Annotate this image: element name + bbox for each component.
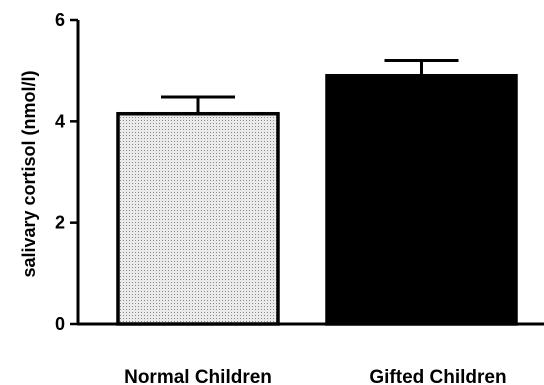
y-tick-label: 2	[55, 213, 65, 233]
bar-normal-children	[116, 111, 280, 326]
y-tick-label: 4	[55, 111, 65, 131]
category-labels: Normal Children Gifted Children	[124, 367, 507, 385]
y-tick-label: 0	[55, 314, 65, 334]
bar-gifted-children	[325, 73, 518, 326]
x-category-label: Gifted Children	[369, 367, 506, 385]
x-category-label: Normal Children	[124, 367, 272, 385]
y-tick-label: 6	[55, 10, 65, 30]
y-axis-title: salivary cortisol (nmol/l)	[19, 70, 39, 277]
bars	[116, 59, 518, 326]
y-ticks: 0 2 4 6	[55, 10, 78, 334]
